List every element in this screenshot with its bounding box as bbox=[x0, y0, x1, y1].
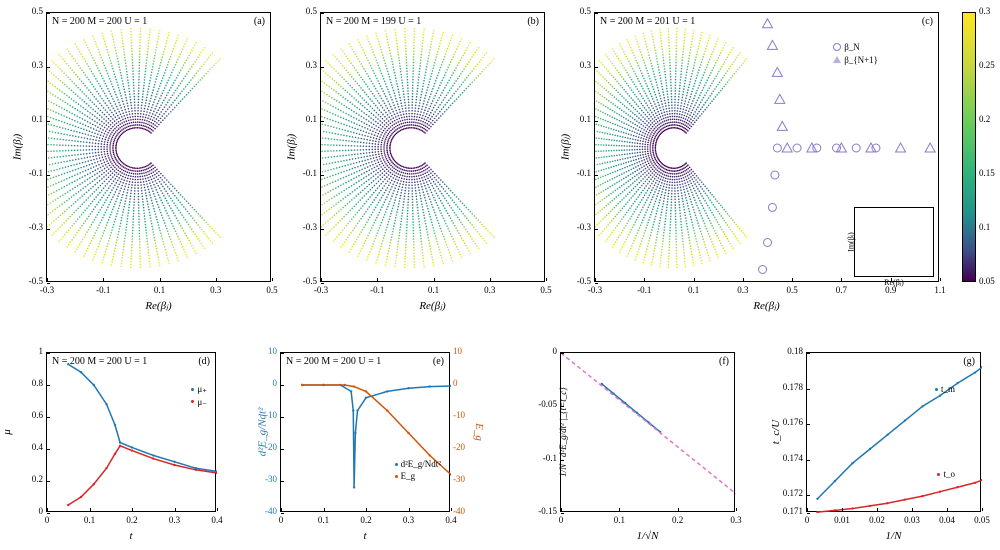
panel-e-xlabel: t bbox=[363, 530, 366, 542]
legend-betaN: β_N bbox=[844, 41, 860, 54]
legend-betaN1: β_{N+1} bbox=[844, 54, 878, 67]
panel-g-xlabel: 1/N bbox=[886, 530, 902, 542]
panel-b-xlabel: Re(βⱼ) bbox=[419, 299, 445, 312]
panel-f-sublabel: (f) bbox=[719, 356, 729, 367]
panel-c-sublabel: (c) bbox=[922, 16, 933, 27]
plot-d bbox=[47, 353, 217, 513]
panel-g-ylabel: t_c/U bbox=[770, 420, 782, 444]
panel-d-sublabel: (d) bbox=[198, 356, 210, 367]
panel-e: N = 200 M = 200 U = 1 (e) d²E_g/Ndt² E_g… bbox=[280, 352, 450, 512]
panel-c-inset: Im(βⱼ) Re(βⱼ) bbox=[854, 207, 934, 277]
scatter-b bbox=[321, 13, 546, 283]
panel-d-ylabel: μ bbox=[1, 429, 13, 435]
panel-a-sublabel: (a) bbox=[254, 16, 265, 27]
panel-c-xlabel: Re(βⱼ) bbox=[753, 299, 779, 312]
panel-b: N = 200 M = 199 U = 1 (b) -0.3-0.10.10.3… bbox=[320, 12, 545, 282]
scatter-c-inset bbox=[855, 208, 935, 278]
panel-e-legend: d²E_g/Ndt² E_g bbox=[395, 458, 441, 483]
panel-b-sublabel: (b) bbox=[527, 16, 539, 27]
panel-b-ylabel: Im(βⱼ) bbox=[285, 134, 298, 160]
inset-ylabel: Im(βⱼ) bbox=[846, 232, 855, 252]
panel-a-ylabel: Im(βⱼ) bbox=[11, 134, 24, 160]
panel-e-ylabel-r: E_g bbox=[473, 423, 485, 441]
panel-a: N = 200 M = 200 U = 1 (a) -0.3-0.10.10.3… bbox=[46, 12, 271, 282]
panel-g-legend: t_m bbox=[935, 383, 955, 396]
panel-c-label: N = 200 M = 201 U = 1 bbox=[600, 16, 695, 27]
panel-f-ylabel: 1/N · d²E_g/dt² |_{t=t_c} bbox=[558, 387, 568, 477]
panel-g-legend2: t_o bbox=[937, 468, 955, 481]
panel-d-label: N = 200 M = 200 U = 1 bbox=[52, 356, 147, 367]
scatter-a bbox=[47, 13, 272, 283]
legend-to: t_o bbox=[943, 468, 955, 481]
panel-f-xlabel: 1/√N bbox=[637, 530, 659, 542]
panel-d-xlabel: t bbox=[129, 530, 132, 542]
panel-e-sublabel: (e) bbox=[433, 356, 444, 367]
figure: N = 200 M = 200 U = 1 (a) -0.3-0.10.10.3… bbox=[0, 0, 1000, 550]
panel-a-label: N = 200 M = 200 U = 1 bbox=[52, 16, 147, 27]
legend-d2eg: d²E_g/Ndt² bbox=[401, 458, 441, 471]
panel-d-legend: μ₊ μ₋ bbox=[191, 383, 207, 408]
panel-e-label: N = 200 M = 200 U = 1 bbox=[286, 356, 381, 367]
panel-c-legend: β_N β_{N+1} bbox=[833, 41, 878, 66]
legend-muplus: μ₊ bbox=[197, 383, 207, 396]
panel-f: (f) 00.10.20.3-0.15-0.1-0.050 1/√N 1/N ·… bbox=[560, 352, 735, 512]
legend-muminus: μ₋ bbox=[197, 396, 207, 409]
panel-g: (g) t_m t_o 00.010.020.030.040.050.1710.… bbox=[806, 352, 981, 512]
plot-g bbox=[807, 353, 982, 513]
colorbar: t 0.050.10.150.20.250.3 bbox=[962, 12, 976, 282]
plot-e bbox=[281, 353, 451, 513]
legend-tm: t_m bbox=[941, 383, 955, 396]
panel-e-ylabel: d²E_g/Ndt² bbox=[256, 408, 268, 457]
plot-f bbox=[561, 353, 736, 513]
panel-c: N = 200 M = 201 U = 1 (c) β_N β_{N+1} Im… bbox=[594, 12, 939, 282]
panel-a-xlabel: Re(βⱼ) bbox=[145, 299, 171, 312]
panel-g-sublabel: (g) bbox=[963, 356, 975, 367]
panel-b-label: N = 200 M = 199 U = 1 bbox=[326, 16, 421, 27]
panel-c-ylabel: Im(βⱼ) bbox=[559, 134, 572, 160]
panel-d: N = 200 M = 200 U = 1 (d) μ₊ μ₋ 00.10.20… bbox=[46, 352, 216, 512]
legend-eg: E_g bbox=[401, 470, 416, 483]
